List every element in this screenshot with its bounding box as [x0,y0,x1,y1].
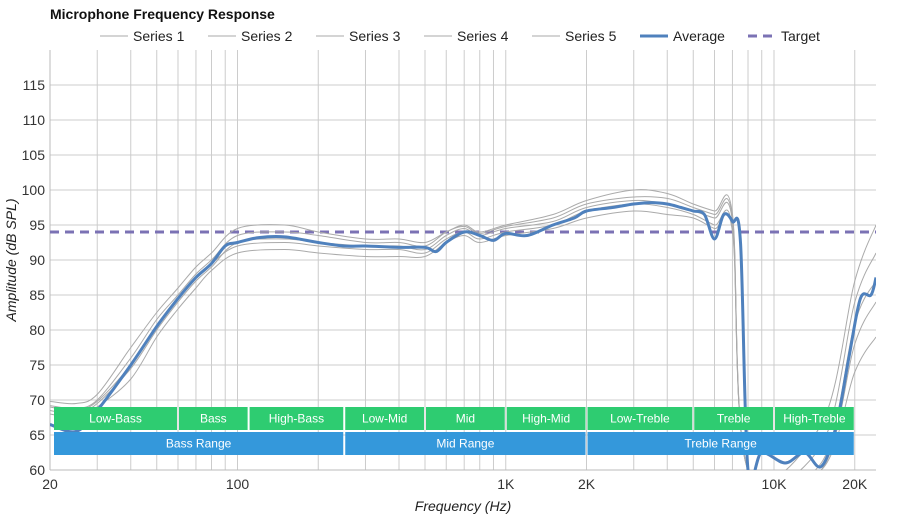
x-tick-label: 20K [842,476,868,492]
y-tick-label: 70 [29,392,45,408]
y-tick-label: 80 [29,322,45,338]
x-tick-label: 1K [497,476,515,492]
band-label: High-Treble [783,412,846,426]
y-tick-label: 105 [22,147,46,163]
band-label: Treble Range [685,437,758,451]
y-tick-label: 65 [29,427,45,443]
y-tick-label: 110 [23,112,46,128]
y-tick-label: 95 [29,217,45,233]
legend-label: Series 5 [565,28,617,44]
band-label: Bass [200,412,227,426]
y-tick-label: 60 [29,462,45,478]
legend-label: Average [673,28,725,44]
x-tick-label: 10K [762,476,788,492]
x-tick-label: 2K [578,476,596,492]
band-bands_bottom-box [587,432,854,455]
band-label: Mid [456,412,475,426]
band-label: Low-Treble [610,412,670,426]
band-label: Treble [717,412,751,426]
band-label: Bass Range [166,437,232,451]
band-bands_top-box [54,407,177,430]
band-bands_top-box [775,407,854,430]
legend-label: Series 4 [457,28,509,44]
y-tick-label: 85 [29,287,45,303]
band-label: High-Mid [522,412,570,426]
y-tick-label: 90 [29,252,45,268]
y-tick-label: 115 [23,77,46,93]
band-bands_bottom-box [54,432,344,455]
y-axis-title: Amplitude (dB SPL) [3,199,19,323]
legend-label: Target [781,28,820,44]
x-tick-label: 100 [226,476,250,492]
band-label: High-Bass [269,412,324,426]
y-tick-label: 75 [29,357,45,373]
y-tick-label: 100 [22,182,46,198]
band-bands_top-box [694,407,774,430]
legend-label: Series 2 [241,28,293,44]
y-axis-ticks: 60 65 70 75 80 85 90 95 100 105 110 115 [22,77,46,478]
band-label: Low-Mid [362,412,407,426]
band-bands_top-box [506,407,586,430]
band-bands_top-box [249,407,344,430]
x-tick-label: 20 [42,476,58,492]
band-bands_bottom-box [345,432,586,455]
band-bands_top-box [178,407,248,430]
frequency-bands: Low-Bass Bass High-Bass Low-Mid Mid High-Mid L… [54,407,854,455]
band-label: Low-Bass [89,412,142,426]
chart-legend: Series 1 Series 2 Series 3 Series 4 Series 5… [100,28,820,44]
series-line [50,196,876,470]
x-axis-title: Frequency (Hz) [415,498,511,514]
band-bands_top-box [587,407,693,430]
chart-title: Microphone Frequency Response [50,6,275,22]
band-bands_top-box [345,407,425,430]
x-axis-ticks: 20 100 1K 2K 10K 20K [42,476,868,492]
legend-label: Series 1 [133,28,185,44]
band-label: Mid Range [436,437,494,451]
legend-label: Series 3 [349,28,401,44]
band-bands_top-box [426,407,505,430]
chart-grid [49,50,876,471]
